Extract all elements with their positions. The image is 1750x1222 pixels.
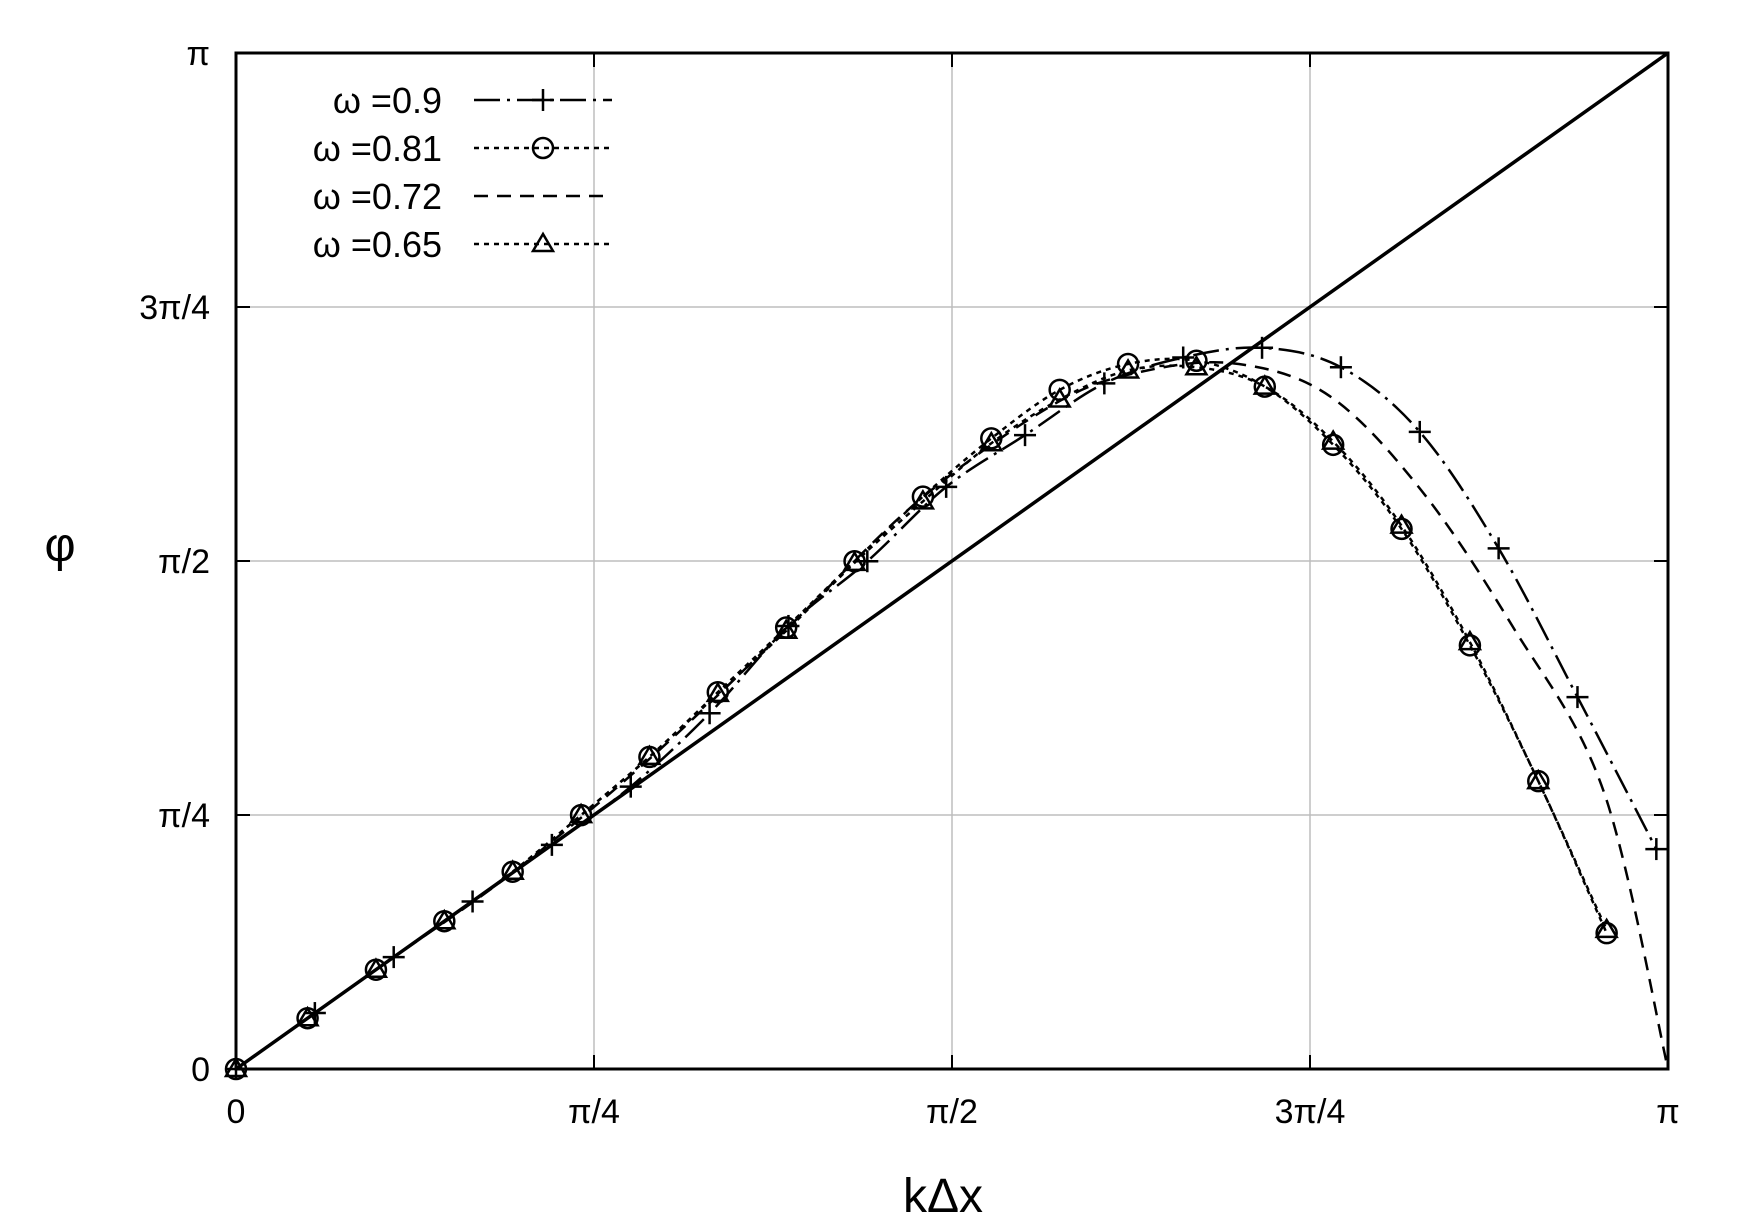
- y-tick-label: π/4: [158, 797, 210, 835]
- circle-marker: [1595, 921, 1618, 945]
- triangle-marker: [773, 618, 799, 640]
- triangle-marker: [1252, 374, 1277, 395]
- triangle-marker: [1184, 354, 1209, 376]
- triangle-marker: [842, 550, 867, 572]
- triangle-marker: [530, 231, 556, 253]
- triangle-marker: [1320, 429, 1346, 450]
- legend-label: ω =0.72: [313, 176, 442, 217]
- triangle-marker: [1115, 357, 1141, 379]
- series-layer: [223, 336, 1670, 1081]
- circle-marker: [1321, 433, 1345, 457]
- x-tick-label: π: [1656, 1093, 1679, 1131]
- triangle-marker: [363, 957, 389, 978]
- circle-marker: [1390, 517, 1413, 541]
- plus-marker: [698, 702, 721, 725]
- x-tick-label: 0: [227, 1093, 246, 1131]
- legend-label: ω =0.9: [333, 80, 442, 121]
- plus-marker: [1645, 838, 1668, 861]
- plus-marker: [1566, 686, 1589, 709]
- triangle-marker: [568, 802, 594, 824]
- plus-marker: [1487, 537, 1510, 560]
- triangle-marker: [637, 744, 662, 766]
- triangle-marker: [1457, 629, 1483, 651]
- series-line: [235, 364, 1608, 1071]
- plus-marker: [1251, 336, 1274, 359]
- legend: ω =0.9 ω =0.81 ω =0.72 ω =0.65: [313, 80, 612, 265]
- plus-marker: [532, 89, 554, 111]
- triangle-marker: [295, 1005, 320, 1027]
- legend-label: ω =0.65: [313, 224, 442, 265]
- x-tick-label: π/2: [926, 1093, 978, 1131]
- x-axis-title: kΔx: [903, 1170, 983, 1222]
- y-tick-label: π/2: [158, 543, 210, 581]
- plus-marker: [1408, 420, 1431, 443]
- triangle-marker: [1047, 387, 1072, 408]
- axis-ticks: 0 π/4 π/2 3π/4 π 0 π/4 π/2 3π/4 π: [139, 35, 1679, 1131]
- legend-label: ω =0.81: [313, 128, 442, 169]
- y-tick-label: 0: [191, 1051, 210, 1089]
- series-3: [223, 354, 1619, 1078]
- y-tick-label: 3π/4: [139, 289, 210, 327]
- triangle-marker: [1594, 917, 1619, 939]
- triangle-marker: [979, 430, 1004, 452]
- triangle-marker: [705, 681, 730, 703]
- plus-marker: [1329, 356, 1352, 379]
- y-axis-title: φ: [44, 519, 75, 572]
- series-2: [235, 361, 1670, 1071]
- x-tick-label: 3π/4: [1275, 1093, 1346, 1131]
- triangle-marker: [500, 859, 525, 880]
- circle-marker: [1458, 634, 1482, 657]
- y-tick-label: π: [187, 35, 210, 73]
- circle-marker: [911, 485, 935, 508]
- plus-marker: [1014, 424, 1037, 447]
- plus-marker: [619, 775, 642, 798]
- triangle-marker: [910, 488, 936, 510]
- circle-marker: [531, 136, 555, 160]
- circle-marker: [1185, 349, 1208, 372]
- triangle-marker: [1389, 513, 1414, 534]
- x-tick-label: π/4: [568, 1093, 620, 1131]
- triangle-marker: [1526, 768, 1551, 790]
- triangle-marker: [432, 908, 457, 930]
- series-line: [235, 357, 1608, 1071]
- series-line: [235, 361, 1670, 1071]
